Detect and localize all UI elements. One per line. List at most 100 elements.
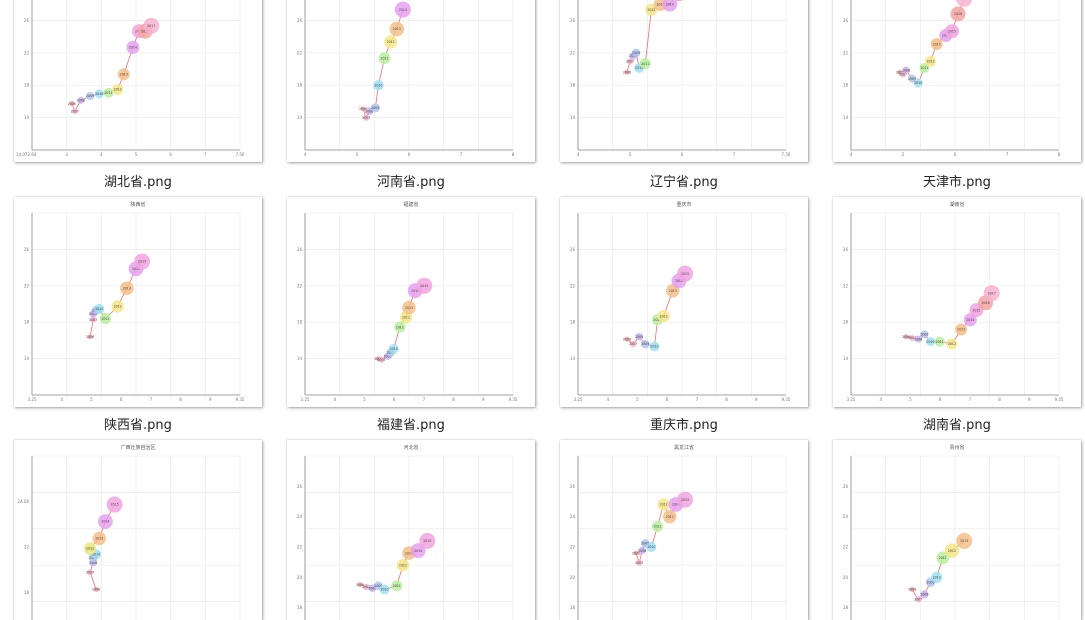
chart-grid (304, 0, 514, 151)
bubble-point (930, 38, 943, 51)
bubble-point (379, 584, 390, 595)
x-tick-label: 4 (304, 152, 307, 157)
chart-thumbnail: 14 18 22 26 4 5 6 7 7.56 2006 2007 2008 2009 2010 2011… (560, 0, 808, 162)
y-tick-label: 26 (570, 484, 576, 489)
bubble-point (646, 542, 657, 552)
bubble-label: 2012 (399, 563, 407, 567)
bubble-label: 2010 (380, 588, 388, 592)
bubble-label: 2012 (86, 546, 94, 550)
bubble-point (677, 265, 694, 282)
x-tick-label: 3 (65, 152, 68, 157)
bubble-point (99, 313, 111, 325)
bubble-point (624, 69, 630, 75)
bubble-point (126, 40, 140, 54)
file-name: 福建省.png (377, 418, 445, 433)
bubble-point (944, 543, 960, 558)
bubble-label: 2008 (629, 54, 637, 58)
bubble-point (94, 89, 104, 99)
y-tick-label: 24 (570, 514, 576, 519)
y-tick-label: 22 (24, 283, 30, 288)
bubble-label: 2010 (92, 552, 100, 556)
bubble-point (636, 559, 643, 566)
bubble-label: 2014 (414, 549, 422, 553)
bubble-label: 2013 (123, 286, 131, 290)
x-tick-label: 7 (460, 152, 463, 157)
y-tick-label: 18 (297, 605, 303, 610)
y-tick-label: 26 (24, 18, 30, 23)
bubble-label: 2012 (948, 342, 956, 346)
bubble-label: 2007 (629, 342, 637, 346)
x-tick-label: 8 (179, 397, 182, 402)
x-tick-label: 6 (939, 397, 942, 402)
x-tick-label: 6 (666, 397, 669, 402)
x-tick-label: 5 (135, 152, 138, 157)
x-tick-label: 7.56 (236, 152, 245, 157)
bubble-point (117, 68, 130, 81)
x-tick-label: 3.25 (574, 397, 583, 402)
bubble-label: 2006 (632, 551, 640, 555)
y-tick-label: 22 (24, 50, 30, 55)
bubble-label: 2007 (71, 109, 79, 113)
bubble-label: 2006 (896, 70, 904, 74)
bubble-label: 2015 (681, 272, 689, 276)
bubble-point (944, 24, 959, 39)
x-tick-label: 6 (393, 397, 396, 402)
bubble-point (674, 0, 684, 2)
bubble-label: 2014 (129, 46, 137, 50)
bubble-point (936, 551, 950, 565)
chart-svg: 湖南省 14 18 22 26 3.25 4 5 6 7 8 9 9.35 200620072008200… (843, 201, 1064, 402)
bubble-point (920, 330, 929, 339)
y-tick-label: 26 (570, 18, 576, 23)
file-name: 湖南省.png (923, 418, 991, 433)
bubble-label: 2006 (92, 588, 100, 592)
bubble-point (106, 496, 123, 513)
y-tick-label: 20 (843, 575, 849, 580)
bubble-label: 2007 (86, 571, 94, 575)
bubble-label: 2014 (942, 34, 950, 38)
y-tick-label: 18 (843, 320, 849, 325)
bubble-point (391, 580, 403, 592)
x-tick-label: 4 (606, 397, 609, 402)
x-tick-label: 9 (209, 397, 212, 402)
bubble-point (946, 338, 958, 350)
chart-title: 河北省 (403, 444, 418, 451)
x-tick-label: 8 (1058, 152, 1061, 157)
bubble-point (419, 532, 436, 549)
bubble-point (629, 340, 637, 348)
bubble-point (920, 590, 929, 599)
bubble-label: 2009 (908, 77, 916, 81)
bubble-point (362, 114, 370, 121)
bubble-label: 2008 (920, 593, 928, 597)
x-tick-label: 9.35 (236, 397, 245, 402)
bubble-point (378, 356, 385, 363)
x-tick-label: 8 (512, 152, 515, 157)
bubble-label: 2012 (114, 88, 122, 92)
bubble-label: 2015 (948, 29, 956, 33)
bubble-label: 2013 (666, 515, 674, 519)
bubble-label: 2013 (960, 539, 968, 543)
bubble-label: 2011 (653, 525, 661, 529)
bubble-label: 2012 (114, 305, 122, 309)
x-tick-label: 6 (954, 152, 957, 157)
chart-title: 黑龙江省 (674, 444, 694, 451)
bubble-label: 2007 (377, 358, 385, 362)
bubble-label: 2009 (371, 106, 379, 110)
bubble-point (955, 323, 968, 336)
bubble-point (950, 6, 966, 22)
bubble-label: 2013 (669, 289, 677, 293)
bubble-label: 2008 (638, 549, 646, 553)
bubble-point (956, 532, 973, 549)
bubble-label: 2007 (89, 318, 97, 322)
chart-thumbnail: 14 18 22 26 2.64 3 4 5 6 7 7.56 14.07 2006 2007 2008 20… (14, 0, 262, 162)
bubble-label: 2008 (365, 109, 373, 113)
bubble-point (631, 48, 641, 58)
bubble-label: 2010 (650, 345, 658, 349)
bubble-point (639, 58, 651, 70)
y-tick-label: 14 (570, 356, 576, 361)
bubble-label: 2015 (972, 308, 980, 312)
bubble-label: 2006 (908, 588, 916, 592)
x-tick-label: 2.64 (28, 152, 37, 157)
bubble-point (360, 106, 366, 112)
